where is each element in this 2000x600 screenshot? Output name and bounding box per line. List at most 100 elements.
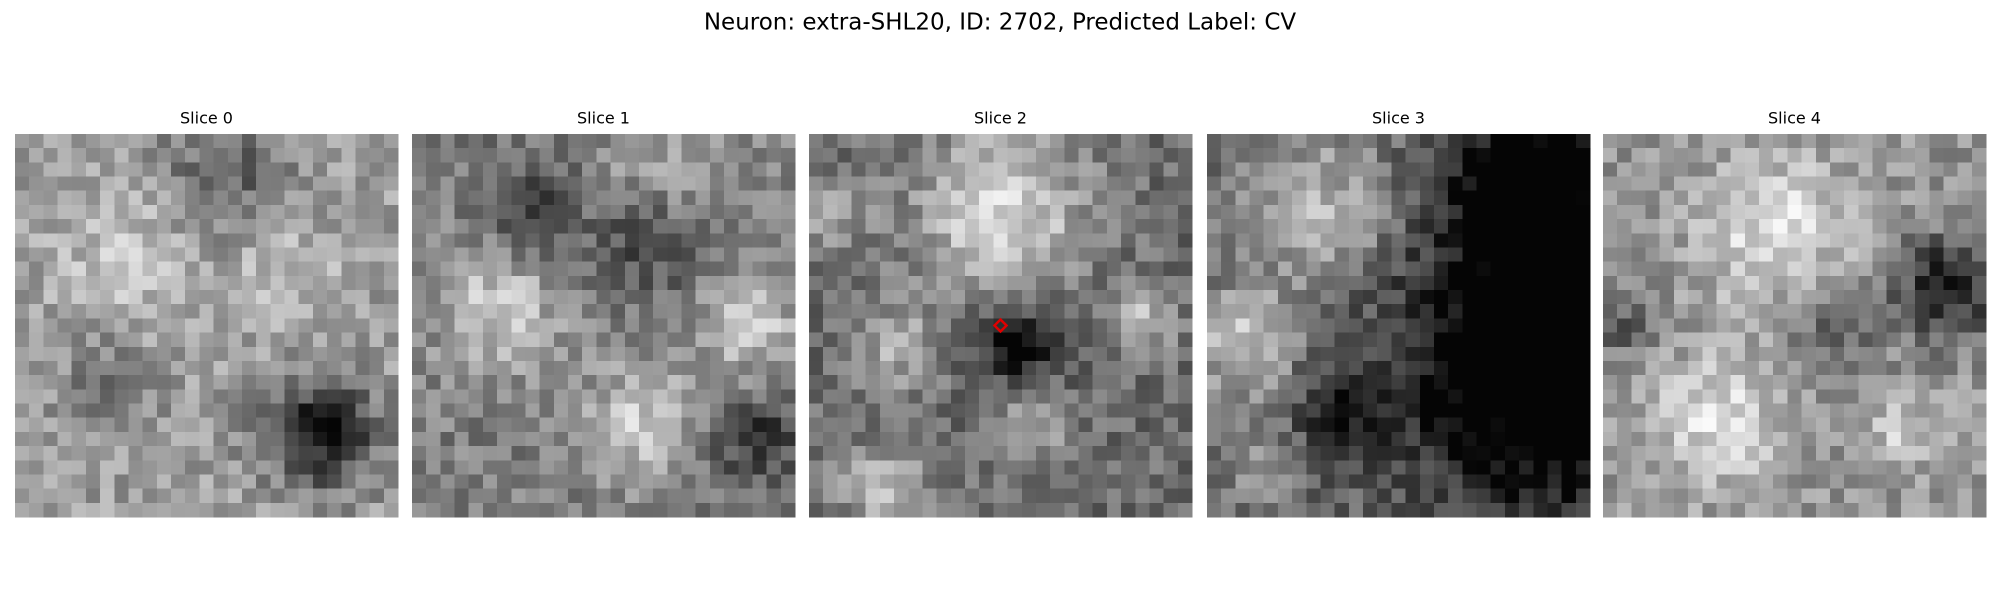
pixel (383, 460, 399, 476)
pixel (1829, 417, 1845, 433)
pixel (298, 275, 314, 291)
pixel (1829, 290, 1845, 305)
pixel (752, 318, 768, 334)
pixel (114, 275, 130, 291)
pixel (653, 346, 668, 362)
pixel (1759, 488, 1774, 504)
pixel (1064, 346, 1080, 362)
pixel (71, 176, 87, 192)
pixel (1829, 162, 1845, 178)
pixel (454, 360, 470, 376)
pixel (1021, 148, 1037, 163)
pixel (1673, 233, 1689, 249)
pixel (1504, 389, 1520, 405)
pixel (1858, 318, 1874, 334)
pixel (482, 204, 498, 220)
pixel (1504, 176, 1520, 192)
pixel (454, 318, 470, 334)
pixel (1603, 219, 1618, 234)
pixel (1929, 403, 1945, 419)
pixel (511, 360, 527, 376)
pixel (1405, 360, 1421, 376)
pixel (1617, 219, 1632, 234)
pixel (653, 290, 668, 305)
pixel (1334, 190, 1350, 206)
pixel (15, 446, 30, 461)
pixel (724, 233, 739, 249)
pixel (383, 190, 399, 206)
pixel (1957, 247, 1973, 263)
pixel (1659, 176, 1675, 192)
pixel (1858, 148, 1874, 163)
pixel (312, 148, 328, 163)
pixel (568, 389, 583, 405)
pixel (1957, 290, 1973, 305)
pixel (766, 219, 782, 234)
pixel (213, 375, 229, 390)
pixel (809, 332, 824, 348)
pixel (1476, 346, 1492, 362)
pixel (1306, 290, 1322, 305)
pixel (1149, 389, 1165, 405)
pixel (1078, 247, 1094, 263)
pixel (1064, 219, 1080, 234)
pixel (865, 162, 881, 178)
pixel (568, 318, 583, 334)
pixel (809, 446, 824, 461)
pixel (327, 204, 342, 220)
pixel (1603, 417, 1618, 433)
pixel (1490, 219, 1506, 234)
pixel (241, 417, 257, 433)
pixel (1631, 346, 1647, 362)
pixel (1730, 502, 1746, 518)
pixel (156, 474, 172, 490)
pixel (213, 346, 229, 362)
pixel (227, 502, 243, 518)
pixel (1149, 204, 1165, 220)
pixel (1050, 204, 1065, 220)
pixel (1603, 318, 1618, 334)
pixel (1673, 474, 1689, 490)
pixel (29, 403, 44, 419)
pixel (525, 460, 541, 476)
pixel (582, 204, 598, 220)
pixel (511, 389, 527, 405)
pixel (950, 304, 966, 320)
pixel (171, 360, 186, 376)
pixel (1476, 233, 1492, 249)
pixel (1702, 261, 1718, 277)
pixel (1334, 162, 1350, 178)
pixel (440, 261, 456, 277)
pixel (412, 134, 427, 149)
pixel (1221, 219, 1236, 234)
pixel (1829, 460, 1845, 476)
pixel (1716, 446, 1732, 461)
pixel (383, 261, 399, 277)
pixel (1519, 290, 1534, 305)
pixel (1221, 176, 1236, 192)
pixel (1021, 502, 1037, 518)
pixel (1476, 360, 1492, 376)
pixel (454, 474, 470, 490)
pixel (1221, 261, 1236, 277)
pixel (1730, 204, 1746, 220)
pixel (327, 332, 342, 348)
pixel (695, 431, 711, 447)
pixel (71, 275, 87, 291)
pixel (1617, 403, 1632, 419)
pixel (837, 360, 853, 376)
pixel (1348, 332, 1364, 348)
pixel (482, 148, 498, 163)
pixel (1915, 304, 1930, 320)
pixel (1135, 318, 1151, 334)
pixel (908, 247, 924, 263)
pixel (1448, 460, 1463, 476)
pixel (171, 332, 186, 348)
pixel (1163, 403, 1179, 419)
pixel (1815, 403, 1831, 419)
pixel (1858, 290, 1874, 305)
pixel (284, 474, 300, 490)
pixel (1292, 219, 1307, 234)
pixel (766, 360, 782, 376)
pixel (1787, 403, 1803, 419)
